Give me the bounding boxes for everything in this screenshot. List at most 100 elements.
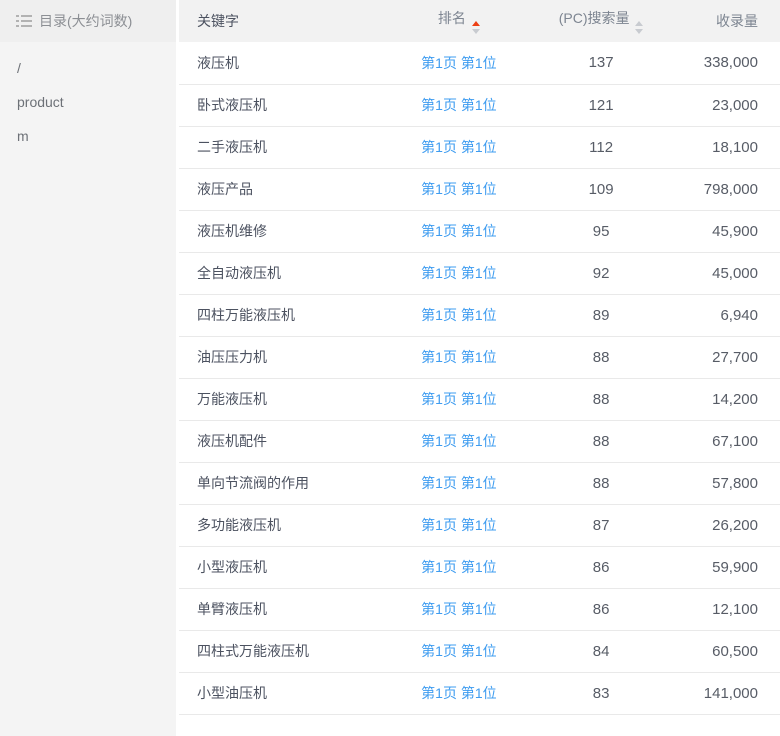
rank-link[interactable]: 第1页 第1位 [421,54,497,71]
keyword-cell: 小型液压机 [179,546,377,589]
keyword-cell: 卧式液压机 [179,84,377,127]
rank-link[interactable]: 第1页 第1位 [421,433,497,449]
indexed-volume-cell: 141,000 [661,672,780,715]
pc-search-volume-cell: 86 [540,588,662,631]
indexed-volume-cell: 18,100 [661,126,780,169]
rank-link[interactable]: 第1页 第1位 [421,97,497,113]
rank-cell: 第1页 第1位 [376,168,541,211]
keyword-cell: 单臂液压机 [179,588,377,631]
pc-search-volume-cell: 88 [540,336,662,379]
list-icon [16,14,32,28]
rank-cell: 第1页 第1位 [376,546,541,589]
indexed-volume-cell: 12,100 [661,588,780,631]
indexed-volume-cell: 57,800 [661,462,780,505]
column-header-rank[interactable]: 排名 [376,0,541,42]
table-row: 小型油压机 第1页 第1位 83 141,000 [179,672,780,715]
rank-link[interactable]: 第1页 第1位 [421,517,497,533]
directory-list: / product m [0,51,176,153]
indexed-volume-cell: 45,900 [661,210,780,253]
indexed-volume-cell: 798,000 [661,168,780,211]
rank-cell: 第1页 第1位 [376,126,541,169]
rank-link[interactable]: 第1页 第1位 [421,307,497,323]
keyword-cell: 多功能液压机 [179,504,377,547]
sidebar-item-product[interactable]: product [17,94,64,110]
column-label-keyword: 关键字 [197,13,239,29]
pc-search-volume-cell: 88 [540,378,662,421]
keyword-table-panel: 关键字 排名 (PC)搜索量 收录量 液压机 第1页 第1位 137 338,0… [179,0,780,736]
column-header-keyword: 关键字 [179,0,377,42]
indexed-volume-cell: 338,000 [661,42,780,85]
indexed-volume-cell: 26,200 [661,504,780,547]
sort-asc-icon[interactable] [471,21,480,26]
keyword-cell: 万能液压机 [179,378,377,421]
keyword-cell: 液压机维修 [179,210,377,253]
indexed-volume-cell: 23,000 [661,84,780,127]
indexed-volume-cell: 14,200 [661,378,780,421]
rank-cell: 第1页 第1位 [376,252,541,295]
rank-link[interactable]: 第1页 第1位 [421,139,497,155]
keyword-table-body: 液压机 第1页 第1位 137 338,000 卧式液压机 第1页 第1位 12… [179,42,780,715]
table-row: 四柱万能液压机 第1页 第1位 89 6,940 [179,294,780,337]
column-label-pc-search-volume: (PC)搜索量 [558,10,630,26]
keyword-table: 关键字 排名 (PC)搜索量 收录量 液压机 第1页 第1位 137 338,0… [179,0,780,715]
keyword-cell: 液压产品 [179,168,377,211]
table-row: 多功能液压机 第1页 第1位 87 26,200 [179,504,780,547]
rank-cell: 第1页 第1位 [376,294,541,337]
keyword-cell: 油压压力机 [179,336,377,379]
rank-link[interactable]: 第1页 第1位 [421,181,497,197]
pc-search-volume-cell: 89 [540,294,662,337]
column-label-indexed-volume: 收录量 [716,13,758,29]
sidebar-item-m[interactable]: m [17,128,29,144]
rank-cell: 第1页 第1位 [376,84,541,127]
table-row: 液压机维修 第1页 第1位 95 45,900 [179,210,780,253]
indexed-volume-cell: 59,900 [661,546,780,589]
pc-search-volume-cell: 87 [540,504,662,547]
rank-link[interactable]: 第1页 第1位 [421,601,497,617]
sidebar-item-root[interactable]: / [17,60,21,76]
rank-link[interactable]: 第1页 第1位 [421,391,497,407]
rank-cell: 第1页 第1位 [376,378,541,421]
keyword-cell: 液压机 [179,42,377,85]
column-label-rank: 排名 [437,10,466,26]
table-row: 单臂液压机 第1页 第1位 86 12,100 [179,588,780,631]
pc-search-volume-cell: 112 [540,126,662,169]
sort-desc-icon[interactable] [635,29,644,34]
table-row: 小型液压机 第1页 第1位 86 59,900 [179,546,780,589]
pc-search-volume-cell: 137 [540,42,662,85]
sort-icon-rank[interactable] [471,21,480,34]
rank-link[interactable]: 第1页 第1位 [421,265,497,281]
pc-search-volume-cell: 121 [540,84,662,127]
rank-cell: 第1页 第1位 [376,462,541,505]
rank-cell: 第1页 第1位 [376,504,541,547]
rank-link[interactable]: 第1页 第1位 [421,349,497,365]
rank-cell: 第1页 第1位 [376,42,541,85]
indexed-volume-cell: 6,940 [661,294,780,337]
table-row: 卧式液压机 第1页 第1位 121 23,000 [179,84,780,127]
sort-icon-pc-search-volume[interactable] [635,21,644,34]
pc-search-volume-cell: 86 [540,546,662,589]
pc-search-volume-cell: 95 [540,210,662,253]
sort-asc-icon[interactable] [635,21,644,26]
keyword-cell: 液压机配件 [179,420,377,463]
keyword-cell: 四柱式万能液压机 [179,630,377,673]
table-header-row: 关键字 排名 (PC)搜索量 收录量 [179,0,780,42]
rank-cell: 第1页 第1位 [376,336,541,379]
indexed-volume-cell: 27,700 [661,336,780,379]
sort-desc-icon[interactable] [471,29,480,34]
rank-link[interactable]: 第1页 第1位 [421,223,497,239]
column-header-pc-search-volume[interactable]: (PC)搜索量 [540,0,662,42]
table-row: 万能液压机 第1页 第1位 88 14,200 [179,378,780,421]
table-row: 四柱式万能液压机 第1页 第1位 84 60,500 [179,630,780,673]
pc-search-volume-cell: 84 [540,630,662,673]
rank-link[interactable]: 第1页 第1位 [421,643,497,659]
table-row: 全自动液压机 第1页 第1位 92 45,000 [179,252,780,295]
rank-link[interactable]: 第1页 第1位 [421,685,497,701]
table-row: 液压机配件 第1页 第1位 88 67,100 [179,420,780,463]
rank-cell: 第1页 第1位 [376,672,541,715]
rank-link[interactable]: 第1页 第1位 [421,559,497,575]
pc-search-volume-cell: 109 [540,168,662,211]
rank-cell: 第1页 第1位 [376,420,541,463]
rank-link[interactable]: 第1页 第1位 [421,475,497,491]
keyword-cell: 二手液压机 [179,126,377,169]
pc-search-volume-cell: 88 [540,420,662,463]
